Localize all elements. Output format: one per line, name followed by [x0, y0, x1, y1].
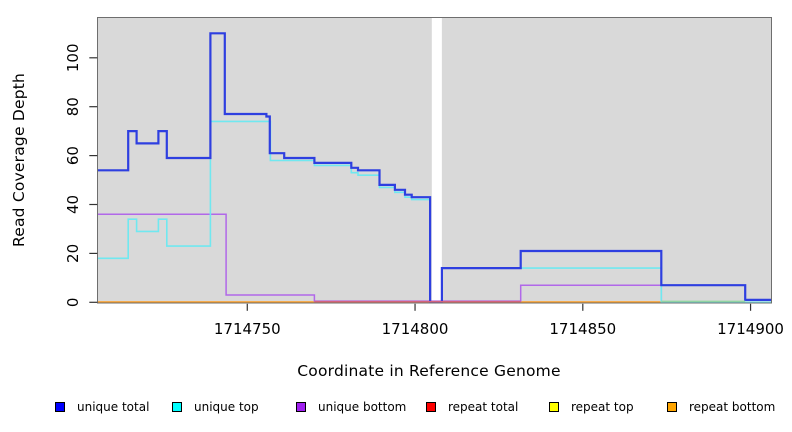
coverage-gap-band — [431, 17, 442, 303]
x-axis-label: Coordinate in Reference Genome — [297, 362, 561, 380]
y-tick-label: 100 — [64, 43, 82, 72]
y-axis-label: Read Coverage Depth — [10, 72, 28, 248]
y-tick-label: 60 — [64, 146, 82, 165]
x-tick-label: 1714800 — [382, 320, 449, 338]
x-tick-label: 1714850 — [549, 320, 616, 338]
y-tick-label: 0 — [64, 298, 82, 308]
y-tick-label: 20 — [64, 244, 82, 263]
y-tick-label: 40 — [64, 195, 82, 214]
x-tick-label: 1714750 — [214, 320, 281, 338]
series-unique-total — [97, 32, 772, 304]
x-tick-label: 1714900 — [717, 320, 784, 338]
y-tick-label: 80 — [64, 97, 82, 116]
plot-border — [96, 17, 773, 304]
